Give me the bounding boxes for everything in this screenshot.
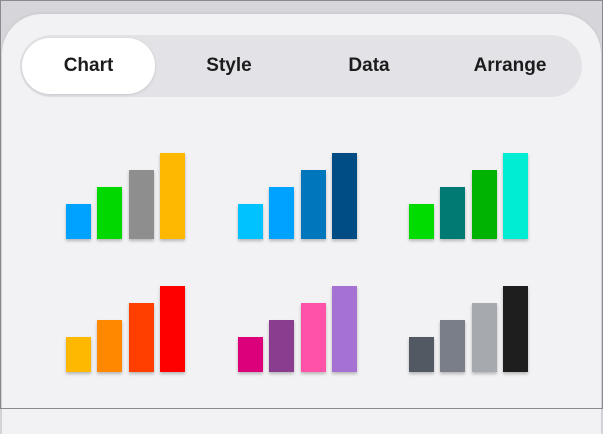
- chart-style-bar: [238, 204, 263, 239]
- chart-style-bar: [301, 170, 326, 239]
- chart-style-bar: [269, 320, 294, 372]
- chart-style-bar: [409, 337, 434, 372]
- chart-style-bar: [472, 170, 497, 239]
- chart-style-bar: [409, 204, 434, 239]
- chart-style-bar: [301, 303, 326, 372]
- tab-style[interactable]: Style: [206, 55, 252, 76]
- chart-style-bar: [440, 187, 465, 239]
- chart-style-bar: [129, 303, 154, 372]
- chart-style-bar: [160, 153, 185, 239]
- tab-arrange[interactable]: Arrange: [473, 55, 547, 76]
- chart-style-bar: [160, 286, 185, 372]
- chart-style-bar: [238, 337, 263, 372]
- chart-style-bar: [332, 153, 357, 239]
- chart-style-bar: [66, 337, 91, 372]
- chart-style-bar: [129, 170, 154, 239]
- chart-style-bar: [269, 187, 294, 239]
- tab-data[interactable]: Data: [348, 55, 390, 76]
- tab-chart[interactable]: Chart: [22, 38, 155, 94]
- chart-style-bar: [332, 286, 357, 372]
- chart-style-bar: [97, 187, 122, 239]
- chart-style-bar: [503, 286, 528, 372]
- chart-style-bar: [440, 320, 465, 372]
- chart-style-bar: [97, 320, 122, 372]
- chart-style-bar: [66, 204, 91, 239]
- chart-style-bar: [472, 303, 497, 372]
- chart-style-bar: [503, 153, 528, 239]
